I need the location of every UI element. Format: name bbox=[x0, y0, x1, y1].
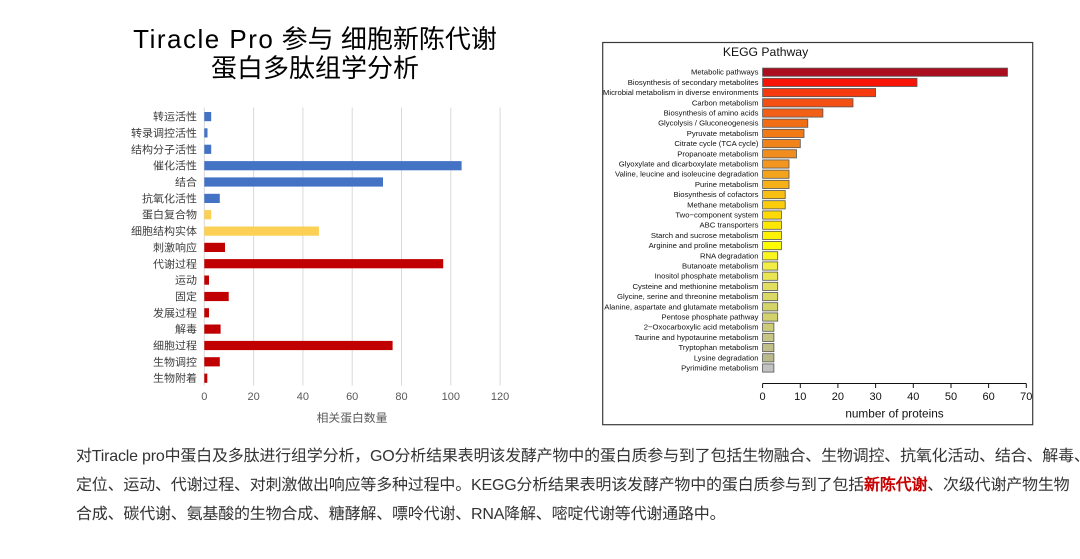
svg-text:Metabolic pathways: Metabolic pathways bbox=[691, 68, 759, 77]
svg-text:60: 60 bbox=[346, 391, 358, 403]
svg-text:结合: 结合 bbox=[175, 174, 197, 190]
svg-text:Valine, leucine and isoleucine: Valine, leucine and isoleucine degradati… bbox=[615, 170, 758, 179]
svg-text:Glycolysis / Gluconeogenesis: Glycolysis / Gluconeogenesis bbox=[658, 119, 759, 128]
svg-text:2−Oxocarboxylic acid metabolis: 2−Oxocarboxylic acid metabolism bbox=[644, 323, 759, 332]
svg-text:Glyoxylate and dicarboxylate m: Glyoxylate and dicarboxylate metabolism bbox=[619, 160, 759, 169]
svg-text:Glycine, serine and threonine: Glycine, serine and threonine metabolism bbox=[617, 292, 758, 301]
svg-text:代谢过程: 代谢过程 bbox=[153, 256, 197, 272]
svg-text:固定: 固定 bbox=[175, 289, 197, 305]
svg-text:细胞过程: 细胞过程 bbox=[153, 338, 197, 354]
svg-text:40: 40 bbox=[907, 391, 919, 403]
svg-text:Starch and sucrose metabolism: Starch and sucrose metabolism bbox=[651, 231, 759, 240]
svg-text:Biosynthesis of amino acids: Biosynthesis of amino acids bbox=[664, 109, 759, 118]
svg-text:Methane metabolism: Methane metabolism bbox=[687, 200, 758, 209]
svg-text:Tryptophan metabolism: Tryptophan metabolism bbox=[678, 343, 758, 352]
svg-text:30: 30 bbox=[869, 391, 881, 403]
svg-text:Purine metabolism: Purine metabolism bbox=[695, 180, 759, 189]
svg-text:抗氧化活性: 抗氧化活性 bbox=[142, 190, 197, 206]
svg-text:Arginine and proline metabolis: Arginine and proline metabolism bbox=[649, 241, 759, 250]
svg-text:Taurine and hypotaurine metabo: Taurine and hypotaurine metabolism bbox=[635, 333, 759, 342]
svg-text:生物调控: 生物调控 bbox=[153, 354, 197, 370]
svg-text:Pentose phosphate pathway: Pentose phosphate pathway bbox=[661, 313, 758, 322]
svg-text:Propanoate metabolism: Propanoate metabolism bbox=[677, 149, 758, 158]
svg-text:Pyruvate metabolism: Pyruvate metabolism bbox=[687, 129, 759, 138]
svg-text:解毒: 解毒 bbox=[175, 321, 197, 337]
svg-text:结构分子活性: 结构分子活性 bbox=[131, 141, 197, 157]
svg-text:刺激响应: 刺激响应 bbox=[153, 239, 197, 255]
svg-text:相关蛋白数量: 相关蛋白数量 bbox=[317, 409, 388, 426]
svg-text:40: 40 bbox=[297, 391, 309, 403]
svg-text:Microbial metabolism in divers: Microbial metabolism in diverse environm… bbox=[603, 88, 759, 97]
svg-text:运动: 运动 bbox=[175, 272, 197, 288]
svg-text:Two−component system: Two−component system bbox=[675, 211, 758, 220]
svg-text:Lysine degradation: Lysine degradation bbox=[694, 353, 759, 362]
svg-text:Inositol phosphate metabolism: Inositol phosphate metabolism bbox=[655, 272, 759, 281]
svg-text:发展过程: 发展过程 bbox=[153, 305, 197, 321]
svg-text:100: 100 bbox=[442, 391, 460, 403]
svg-text:Biosynthesis of secondary meta: Biosynthesis of secondary metabolites bbox=[628, 78, 759, 87]
svg-text:0: 0 bbox=[760, 391, 766, 403]
svg-text:Butanoate metabolism: Butanoate metabolism bbox=[682, 262, 759, 271]
svg-text:20: 20 bbox=[247, 391, 259, 403]
svg-text:Alanine, aspartate and glutama: Alanine, aspartate and glutamate metabol… bbox=[604, 302, 758, 311]
svg-text:Cysteine and methionine metabo: Cysteine and methionine metabolism bbox=[632, 282, 758, 291]
svg-text:20: 20 bbox=[832, 391, 844, 403]
svg-text:0: 0 bbox=[201, 391, 207, 403]
svg-text:Carbon metabolism: Carbon metabolism bbox=[692, 98, 759, 107]
svg-text:120: 120 bbox=[491, 391, 509, 403]
svg-text:蛋白复合物: 蛋白复合物 bbox=[142, 207, 197, 223]
svg-text:ABC transporters: ABC transporters bbox=[700, 221, 759, 230]
svg-text:催化活性: 催化活性 bbox=[153, 158, 197, 174]
svg-text:转运活性: 转运活性 bbox=[153, 109, 197, 125]
svg-text:RNA degradation: RNA degradation bbox=[700, 251, 759, 260]
svg-text:Citrate cycle (TCA cycle): Citrate cycle (TCA cycle) bbox=[674, 139, 759, 148]
svg-text:生物附着: 生物附着 bbox=[153, 370, 197, 386]
svg-text:70: 70 bbox=[1020, 391, 1032, 403]
svg-text:number of proteins: number of proteins bbox=[845, 407, 943, 421]
svg-text:60: 60 bbox=[982, 391, 994, 403]
svg-text:KEGG Pathway: KEGG Pathway bbox=[723, 45, 809, 59]
svg-text:10: 10 bbox=[794, 391, 806, 403]
svg-text:细胞结构实体: 细胞结构实体 bbox=[131, 223, 197, 239]
svg-text:Biosynthesis of cofactors: Biosynthesis of cofactors bbox=[673, 190, 758, 199]
svg-text:80: 80 bbox=[395, 391, 407, 403]
svg-text:Pyrimidine metabolism: Pyrimidine metabolism bbox=[681, 364, 758, 373]
svg-text:转录调控活性: 转录调控活性 bbox=[131, 125, 197, 141]
svg-text:50: 50 bbox=[945, 391, 957, 403]
